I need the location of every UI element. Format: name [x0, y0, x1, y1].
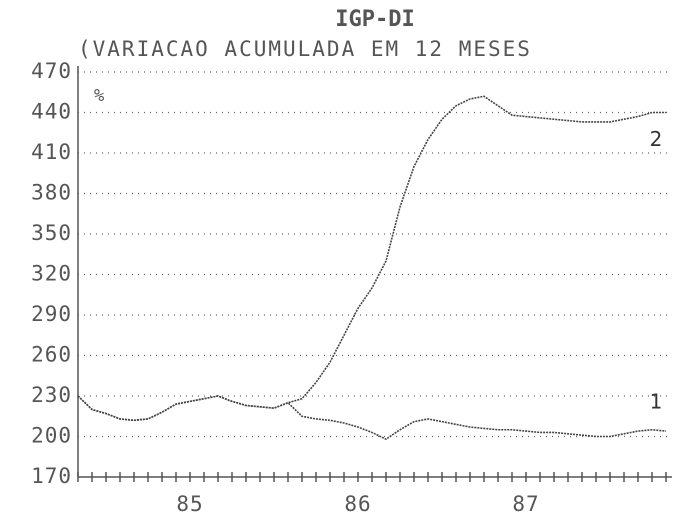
y-tick-label: 470: [31, 59, 72, 83]
y-tick-label: 440: [31, 100, 72, 124]
y-tick-label: 410: [31, 140, 72, 164]
x-tick-label: 87: [512, 492, 539, 516]
series-line: [77, 395, 667, 441]
y-axis-label: %: [94, 86, 104, 106]
series-line: [77, 95, 666, 422]
chart-title: IGP-DI: [335, 7, 414, 32]
x-tick-label: 85: [176, 492, 203, 516]
chart-subtitle: (VARIACAO ACUMULADA EM 12 MESES: [78, 37, 532, 61]
series-label: 2: [650, 127, 663, 151]
series-label: 1: [650, 390, 663, 414]
y-tick-label: 200: [31, 424, 72, 448]
y-tick-label: 260: [31, 343, 72, 367]
y-tick-label: 380: [31, 181, 72, 205]
y-tick-label: 320: [31, 262, 72, 286]
y-tick-label: 170: [31, 464, 72, 488]
x-tick-label: 86: [344, 492, 371, 516]
y-tick-label: 350: [31, 221, 72, 245]
y-tick-label: 290: [31, 302, 72, 326]
y-tick-label: 230: [31, 383, 72, 407]
